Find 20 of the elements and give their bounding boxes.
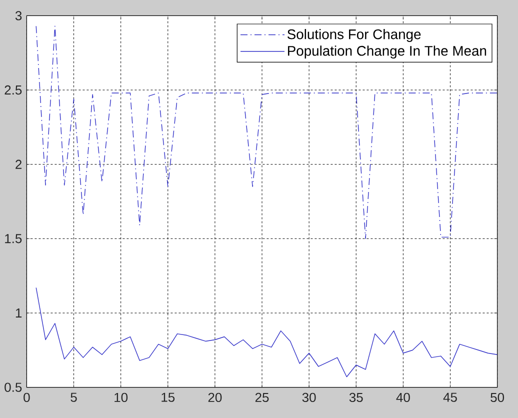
y-tick-label: 1.5: [5, 234, 22, 244]
y-tick-label: 3: [15, 11, 22, 20]
x-tick-label: 25: [255, 392, 269, 402]
x-tick-label: 30: [302, 392, 316, 402]
line-series: [36, 287, 498, 378]
x-tick-label: 10: [114, 392, 128, 402]
y-tick-label: 0.5: [4, 382, 22, 392]
x-tick-label: 50: [490, 392, 504, 402]
legend-label: Solutions For Change: [287, 29, 421, 42]
legend-label: Population Change In The Mean: [288, 46, 486, 59]
x-tick-label: 15: [162, 392, 175, 402]
y-tick-label: 2: [16, 160, 22, 169]
y-tick-label: 2.5: [4, 85, 22, 95]
x-tick-label: 45: [443, 392, 457, 402]
x-tick-label: 0: [24, 392, 30, 402]
x-tick-label: 20: [208, 392, 222, 402]
x-tick-label: 40: [396, 392, 410, 402]
y-tick-label: 1: [16, 308, 22, 318]
x-tick-label: 5: [70, 392, 77, 402]
x-tick-label: 35: [349, 392, 363, 402]
